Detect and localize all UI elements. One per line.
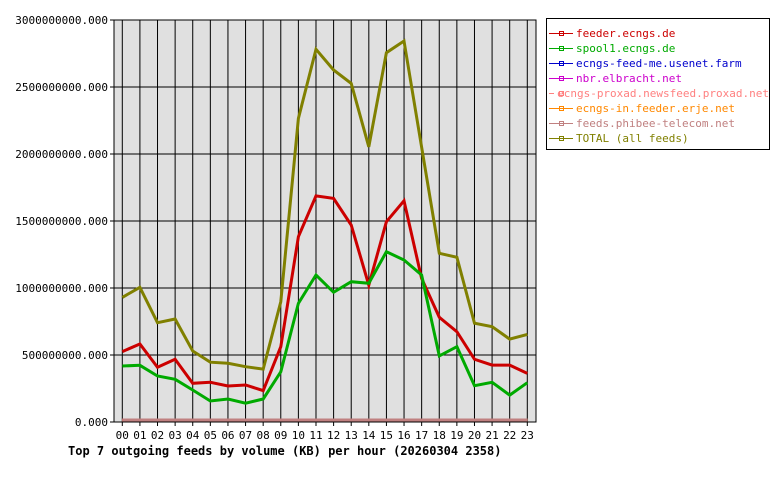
x-tick-label: 19 [450,429,463,442]
legend-swatch-icon [549,119,573,128]
x-tick-label: 12 [327,429,340,442]
x-tick-label: 10 [292,429,305,442]
legend-label: ecngs-feed-me.usenet.farm [576,57,742,70]
y-tick-label: 0.000 [75,416,108,429]
x-tick-label: 22 [503,429,516,442]
x-tick-label: 07 [239,429,252,442]
series-line [121,194,528,393]
x-tick-label: 08 [257,429,270,442]
x-tick-label: 21 [485,429,498,442]
x-tick-label: 11 [309,429,322,442]
legend-label: nbr.elbracht.net [576,72,682,85]
series-line [121,38,528,371]
y-tick-label: 3000000000.000 [15,14,108,27]
legend-label: ecngs-proxad.newsfeed.proxad.net [557,87,769,100]
y-tick-label: 2000000000.000 [15,148,108,161]
y-tick-label: 2500000000.000 [15,81,108,94]
x-tick-label: 14 [362,429,376,442]
x-tick-label: 03 [169,429,182,442]
legend-item: ecngs-proxad.newsfeed.proxad.net [547,86,769,101]
legend-swatch-icon [549,74,573,83]
y-tick-label: 500000000.000 [22,349,108,362]
legend-item: feeder.ecngs.de [547,26,769,41]
x-tick-label: 15 [380,429,393,442]
data-series [121,38,529,422]
legend-swatch-icon [549,134,573,143]
legend: feeder.ecngs.de spool1.ecngs.de ecngs-feed… [546,18,770,150]
x-tick-label: 23 [521,429,534,442]
legend-label: feeder.ecngs.de [576,27,676,40]
x-tick-label: 05 [204,429,217,442]
legend-label: feeds.phibee-telecom.net [576,117,735,130]
legend-swatch-icon [549,44,573,53]
x-tick-label: 01 [133,429,146,442]
legend-item: ecngs-feed-me.usenet.farm [547,56,769,71]
x-tick-label: 06 [221,429,234,442]
x-tick-label: 04 [186,429,200,442]
series-line [122,249,529,405]
legend-label: spool1.ecngs.de [576,42,676,55]
legend-label: ecngs-in.feeder.erje.net [576,102,735,115]
x-tick-label: 02 [151,429,164,442]
legend-swatch-icon [549,89,564,98]
y-tick-label: 1500000000.000 [15,215,108,228]
legend-label: TOTAL (all feeds) [576,132,689,145]
legend-item: spool1.ecngs.de [547,41,769,56]
x-axis-ticks: 00 01 02 03 04 05 06 07 08 09 10 11 12 13 14 15 16 17 18 19… [116,429,534,442]
legend-item: ecngs-in.feeder.erje.net [547,101,769,116]
x-tick-label: 20 [468,429,481,442]
chart-title: Top 7 outgoing feeds by volume (KB) per … [68,444,502,458]
legend-item: feeds.phibee-telecom.net [547,116,769,131]
x-tick-label: 09 [274,429,287,442]
legend-swatch-icon [549,104,573,113]
x-tick-label: 13 [345,429,358,442]
y-axis-ticks: 0.000 500000000.000 1000000000.000 15000000… [15,14,114,429]
x-tick-label: 17 [415,429,428,442]
x-tick-label: 00 [116,429,129,442]
legend-item: TOTAL (all feeds) [547,131,769,146]
x-tick-label: 16 [397,429,410,442]
legend-swatch-icon [549,59,573,68]
legend-item: nbr.elbracht.net [547,71,769,86]
y-tick-label: 1000000000.000 [15,282,108,295]
legend-swatch-icon [549,29,573,38]
x-tick-label: 18 [433,429,446,442]
